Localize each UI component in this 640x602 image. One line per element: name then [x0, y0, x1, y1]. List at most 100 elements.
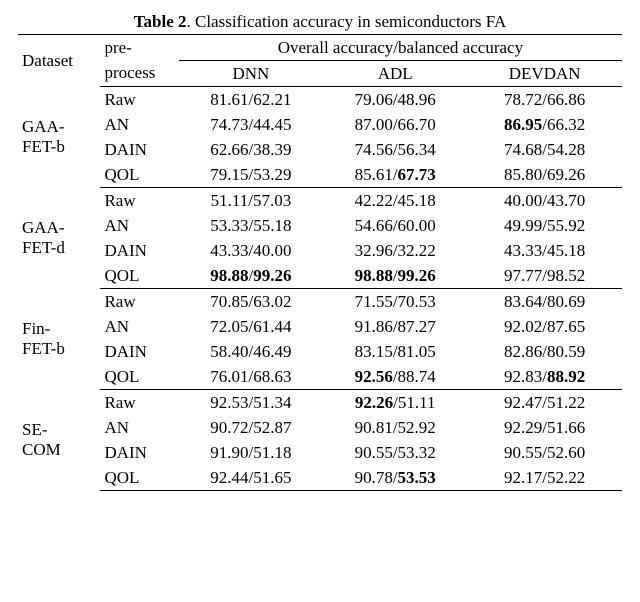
preprocess-cell: AN: [100, 112, 178, 137]
preprocess-cell: QOL: [100, 465, 178, 491]
dataset-line2: FET-b: [22, 339, 65, 358]
dataset-cell: Fin-FET-b: [18, 289, 100, 390]
dataset-line1: GAA-: [22, 117, 65, 136]
dnn-cell: 79.15/53.29: [179, 162, 323, 188]
table-row: AN90.72/52.8790.81/52.9292.29/51.66: [18, 415, 622, 440]
dev-cell: 74.68/54.28: [467, 137, 622, 162]
table-row: DAIN58.40/46.4983.15/81.0582.86/80.59: [18, 339, 622, 364]
header-dataset: Dataset: [18, 35, 100, 87]
preprocess-cell: Raw: [100, 188, 178, 214]
dataset-cell: GAA-FET-b: [18, 87, 100, 188]
dataset-line2: COM: [22, 440, 61, 459]
dnn-cell: 90.72/52.87: [179, 415, 323, 440]
adl-cell: 92.56/88.74: [323, 364, 467, 390]
dev-cell: 92.83/88.92: [467, 364, 622, 390]
dnn-cell: 72.05/61.44: [179, 314, 323, 339]
table-row: AN74.73/44.4587.00/66.7086.95/66.32: [18, 112, 622, 137]
table-row: AN53.33/55.1854.66/60.0049.99/55.92: [18, 213, 622, 238]
header-dnn: DNN: [179, 61, 323, 87]
dev-cell: 92.29/51.66: [467, 415, 622, 440]
dnn-cell: 58.40/46.49: [179, 339, 323, 364]
dataset-line2: FET-d: [22, 238, 65, 257]
dataset-cell: SE-COM: [18, 390, 100, 491]
preprocess-cell: QOL: [100, 263, 178, 289]
dnn-cell: 62.66/38.39: [179, 137, 323, 162]
dnn-cell: 92.53/51.34: [179, 390, 323, 416]
adl-cell: 74.56/56.34: [323, 137, 467, 162]
dataset-cell: GAA-FET-d: [18, 188, 100, 289]
table-row: GAA-FET-bRaw81.61/62.2179.06/48.9678.72/…: [18, 87, 622, 113]
dnn-cell: 91.90/51.18: [179, 440, 323, 465]
table-row: DAIN62.66/38.3974.56/56.3474.68/54.28: [18, 137, 622, 162]
caption-label: Table 2: [134, 12, 187, 31]
preprocess-cell: QOL: [100, 162, 178, 188]
dataset-line2: FET-b: [22, 137, 65, 156]
table-caption: Table 2. Classification accuracy in semi…: [18, 12, 622, 32]
dnn-cell: 92.44/51.65: [179, 465, 323, 491]
caption-text: . Classification accuracy in semiconduct…: [187, 12, 507, 31]
adl-cell: 71.55/70.53: [323, 289, 467, 315]
header-adl: ADL: [323, 61, 467, 87]
dev-cell: 78.72/66.86: [467, 87, 622, 113]
adl-cell: 54.66/60.00: [323, 213, 467, 238]
header-devdan: DEVDAN: [467, 61, 622, 87]
preprocess-cell: AN: [100, 213, 178, 238]
dev-cell: 92.47/51.22: [467, 390, 622, 416]
preprocess-cell: Raw: [100, 289, 178, 315]
dataset-line1: Fin-: [22, 319, 50, 338]
adl-cell: 87.00/66.70: [323, 112, 467, 137]
adl-cell: 85.61/67.73: [323, 162, 467, 188]
table-row: DAIN43.33/40.0032.96/32.2243.33/45.18: [18, 238, 622, 263]
dev-cell: 97.77/98.52: [467, 263, 622, 289]
preprocess-cell: DAIN: [100, 238, 178, 263]
adl-cell: 98.88/99.26: [323, 263, 467, 289]
dev-cell: 86.95/66.32: [467, 112, 622, 137]
header-preprocess-l2: process: [100, 61, 178, 87]
dev-cell: 82.86/80.59: [467, 339, 622, 364]
preprocess-cell: DAIN: [100, 339, 178, 364]
table-row: QOL92.44/51.6590.78/53.5392.17/52.22: [18, 465, 622, 491]
dnn-cell: 98.88/99.26: [179, 263, 323, 289]
dnn-cell: 81.61/62.21: [179, 87, 323, 113]
table-row: DAIN91.90/51.1890.55/53.3290.55/52.60: [18, 440, 622, 465]
preprocess-cell: Raw: [100, 87, 178, 113]
adl-cell: 92.26/51.11: [323, 390, 467, 416]
adl-cell: 90.81/52.92: [323, 415, 467, 440]
adl-cell: 90.78/53.53: [323, 465, 467, 491]
dnn-cell: 76.01/68.63: [179, 364, 323, 390]
dev-cell: 90.55/52.60: [467, 440, 622, 465]
preprocess-cell: DAIN: [100, 440, 178, 465]
dev-cell: 92.17/52.22: [467, 465, 622, 491]
adl-cell: 79.06/48.96: [323, 87, 467, 113]
table-row: QOL76.01/68.6392.56/88.7492.83/88.92: [18, 364, 622, 390]
table-row: AN72.05/61.4491.86/87.2792.02/87.65: [18, 314, 622, 339]
dnn-cell: 43.33/40.00: [179, 238, 323, 263]
dev-cell: 83.64/80.69: [467, 289, 622, 315]
adl-cell: 90.55/53.32: [323, 440, 467, 465]
dev-cell: 85.80/69.26: [467, 162, 622, 188]
dev-cell: 92.02/87.65: [467, 314, 622, 339]
dev-cell: 49.99/55.92: [467, 213, 622, 238]
dnn-cell: 51.11/57.03: [179, 188, 323, 214]
table-row: Fin-FET-bRaw70.85/63.0271.55/70.5383.64/…: [18, 289, 622, 315]
adl-cell: 32.96/32.22: [323, 238, 467, 263]
table-row: GAA-FET-dRaw51.11/57.0342.22/45.1840.00/…: [18, 188, 622, 214]
header-preprocess-l1: pre-: [100, 35, 178, 61]
dataset-line1: SE-: [22, 420, 48, 439]
dev-cell: 40.00/43.70: [467, 188, 622, 214]
adl-cell: 42.22/45.18: [323, 188, 467, 214]
accuracy-table: Dataset pre- Overall accuracy/balanced a…: [18, 34, 622, 491]
adl-cell: 83.15/81.05: [323, 339, 467, 364]
preprocess-cell: QOL: [100, 364, 178, 390]
adl-cell: 91.86/87.27: [323, 314, 467, 339]
table-row: QOL98.88/99.2698.88/99.2697.77/98.52: [18, 263, 622, 289]
header-overall: Overall accuracy/balanced accuracy: [179, 35, 622, 61]
header-row-2: process DNN ADL DEVDAN: [18, 61, 622, 87]
preprocess-cell: AN: [100, 314, 178, 339]
dnn-cell: 74.73/44.45: [179, 112, 323, 137]
table-row: QOL79.15/53.2985.61/67.7385.80/69.26: [18, 162, 622, 188]
dev-cell: 43.33/45.18: [467, 238, 622, 263]
preprocess-cell: AN: [100, 415, 178, 440]
dnn-cell: 53.33/55.18: [179, 213, 323, 238]
dataset-line1: GAA-: [22, 218, 65, 237]
